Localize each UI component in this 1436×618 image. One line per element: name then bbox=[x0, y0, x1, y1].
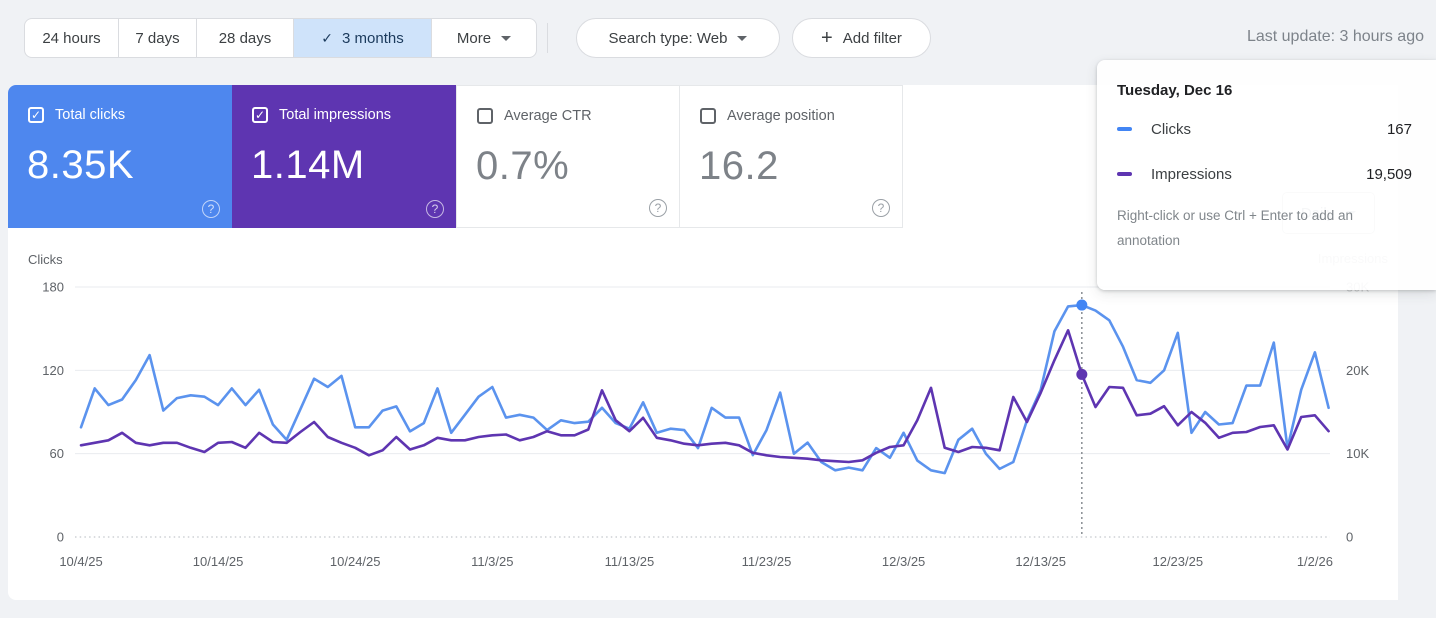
range-more-dropdown[interactable]: More bbox=[431, 19, 536, 57]
search-type-label: Search type: Web bbox=[608, 29, 728, 47]
metric-label: Average CTR bbox=[504, 108, 592, 124]
last-update-text: Last update: 3 hours ago bbox=[1246, 28, 1424, 45]
x-axis-tick: 11/3/25 bbox=[471, 554, 513, 569]
clicks-line bbox=[79, 303, 1330, 475]
x-axis-tick: 11/13/25 bbox=[605, 554, 655, 569]
search-type-dropdown[interactable]: Search type: Web bbox=[576, 18, 780, 58]
tooltip-series-value: 19,509 bbox=[1366, 165, 1412, 183]
right-axis-tick: 0 bbox=[1346, 530, 1353, 545]
tooltip-row-impressions: Impressions 19,509 bbox=[1117, 159, 1412, 189]
impressions-annotation-dot bbox=[1076, 368, 1088, 380]
metric-card-total-clicks[interactable]: ✓ Total clicks 8.35K ? bbox=[8, 85, 232, 228]
chevron-down-icon bbox=[737, 35, 748, 41]
left-axis-tick: 60 bbox=[50, 446, 64, 461]
range-label: 7 days bbox=[135, 29, 180, 47]
range-28-days[interactable]: 28 days bbox=[196, 19, 293, 57]
help-icon[interactable]: ? bbox=[202, 200, 220, 218]
left-axis-tick: 120 bbox=[42, 363, 64, 378]
metric-label: Total impressions bbox=[279, 107, 392, 123]
check-icon: ✓ bbox=[321, 29, 334, 46]
more-label: More bbox=[456, 29, 492, 47]
left-axis-title: Clicks bbox=[28, 252, 63, 267]
tooltip-row-clicks: Clicks 167 bbox=[1117, 114, 1412, 144]
metric-card-total-impressions[interactable]: ✓ Total impressions 1.14M ? bbox=[232, 85, 456, 228]
x-axis-tick: 1/2/26 bbox=[1297, 554, 1333, 569]
checkbox-average-position[interactable] bbox=[700, 108, 716, 124]
date-range-control: 24 hours 7 days 28 days ✓ 3 months More bbox=[24, 18, 537, 58]
checkbox-average-ctr[interactable] bbox=[477, 108, 493, 124]
metric-value: 8.35K bbox=[27, 143, 135, 187]
x-axis-tick: 10/4/25 bbox=[59, 554, 102, 569]
range-3-months[interactable]: ✓ 3 months bbox=[293, 19, 431, 57]
metric-label: Total clicks bbox=[55, 107, 126, 123]
x-axis-tick: 12/13/25 bbox=[1015, 554, 1066, 569]
metric-card-average-ctr[interactable]: Average CTR 0.7% ? bbox=[456, 85, 680, 228]
range-label: 3 months bbox=[342, 29, 404, 47]
tooltip-series-label: Impressions bbox=[1151, 165, 1232, 183]
tooltip-date: Tuesday, Dec 16 bbox=[1117, 82, 1233, 99]
range-label: 28 days bbox=[218, 29, 272, 47]
impressions-series-swatch-icon bbox=[1117, 171, 1132, 177]
right-axis-tick: 10K bbox=[1346, 446, 1369, 461]
annotation-hint: Right-click or use Ctrl + Enter to add a… bbox=[1117, 208, 1353, 248]
metric-value: 16.2 bbox=[699, 144, 779, 188]
metric-value: 1.14M bbox=[251, 143, 365, 187]
help-icon[interactable]: ? bbox=[649, 199, 667, 217]
impressions-line bbox=[79, 329, 1330, 464]
range-7-days[interactable]: 7 days bbox=[118, 19, 196, 57]
left-axis-tick: 0 bbox=[57, 530, 64, 545]
left-axis-tick: 180 bbox=[42, 280, 64, 295]
chevron-down-icon bbox=[501, 35, 512, 41]
x-axis-tick: 12/23/25 bbox=[1152, 554, 1203, 569]
add-filter-button[interactable]: + Add filter bbox=[792, 18, 931, 58]
range-24-hours[interactable]: 24 hours bbox=[25, 19, 118, 57]
metric-value: 0.7% bbox=[476, 144, 570, 188]
right-axis-tick: 20K bbox=[1346, 363, 1369, 378]
checkbox-total-impressions[interactable]: ✓ bbox=[252, 107, 268, 123]
toolbar-divider bbox=[547, 23, 548, 53]
plus-icon: + bbox=[821, 27, 833, 49]
chart-tooltip: Tuesday, Dec 16 Clicks 167 Impressions 1… bbox=[1097, 60, 1436, 290]
x-axis-tick: 10/24/25 bbox=[330, 554, 381, 569]
checkbox-total-clicks[interactable]: ✓ bbox=[28, 107, 44, 123]
tooltip-series-value: 167 bbox=[1386, 120, 1412, 138]
x-axis-tick: 10/14/25 bbox=[193, 554, 244, 569]
clicks-series-swatch-icon bbox=[1117, 126, 1132, 132]
x-axis-tick: 12/3/25 bbox=[882, 554, 925, 569]
help-icon[interactable]: ? bbox=[426, 200, 444, 218]
x-axis-tick: 11/23/25 bbox=[742, 554, 792, 569]
metric-label: Average position bbox=[727, 108, 835, 124]
tooltip-series-label: Clicks bbox=[1151, 120, 1191, 138]
clicks-annotation-dot bbox=[1076, 299, 1088, 311]
range-label: 24 hours bbox=[42, 29, 101, 47]
help-icon[interactable]: ? bbox=[872, 199, 890, 217]
add-filter-label: Add filter bbox=[842, 29, 902, 47]
performance-line-chart[interactable]: Clicks060120180010K20K30KImpressions10/4… bbox=[0, 228, 1436, 600]
metric-card-average-position[interactable]: Average position 16.2 ? bbox=[679, 85, 903, 228]
